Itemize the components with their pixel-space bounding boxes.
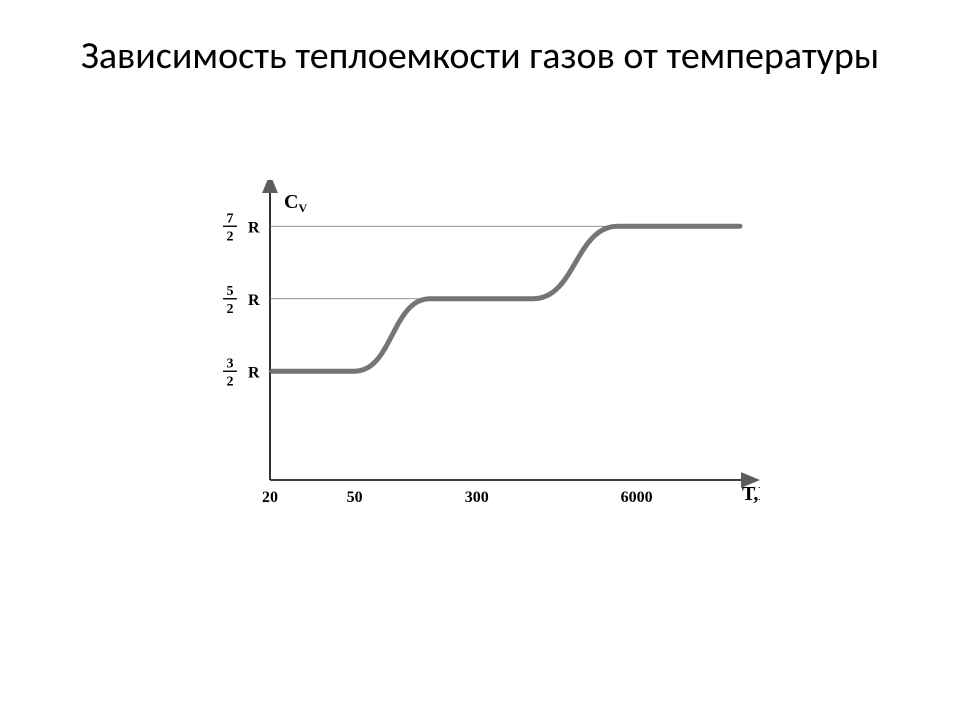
heat-capacity-chart: CVТ,К2050300600032R52R72R [200,180,760,540]
x-tick-label: 6000 [621,489,653,506]
y-axis-label: CV [284,191,307,215]
y-tick-numerator: 5 [227,284,234,299]
y-tick-R: R [248,292,260,309]
slide: Зависимость теплоемкости газов от темпер… [0,0,960,720]
chart-svg: CVТ,К2050300600032R52R72R [200,180,760,540]
y-tick-denominator: 2 [227,374,234,389]
y-tick-R: R [248,219,260,236]
x-tick-label: 50 [347,489,363,506]
y-tick-denominator: 2 [227,229,234,244]
x-tick-label: 300 [465,489,489,506]
x-tick-label: 20 [262,489,278,506]
y-tick-R: R [248,364,260,381]
x-axis-label: Т,К [742,483,760,505]
y-tick-denominator: 2 [227,302,234,317]
y-tick-numerator: 3 [227,356,234,371]
page-title: Зависимость теплоемкости газов от темпер… [0,34,960,80]
y-tick-numerator: 7 [227,211,234,226]
